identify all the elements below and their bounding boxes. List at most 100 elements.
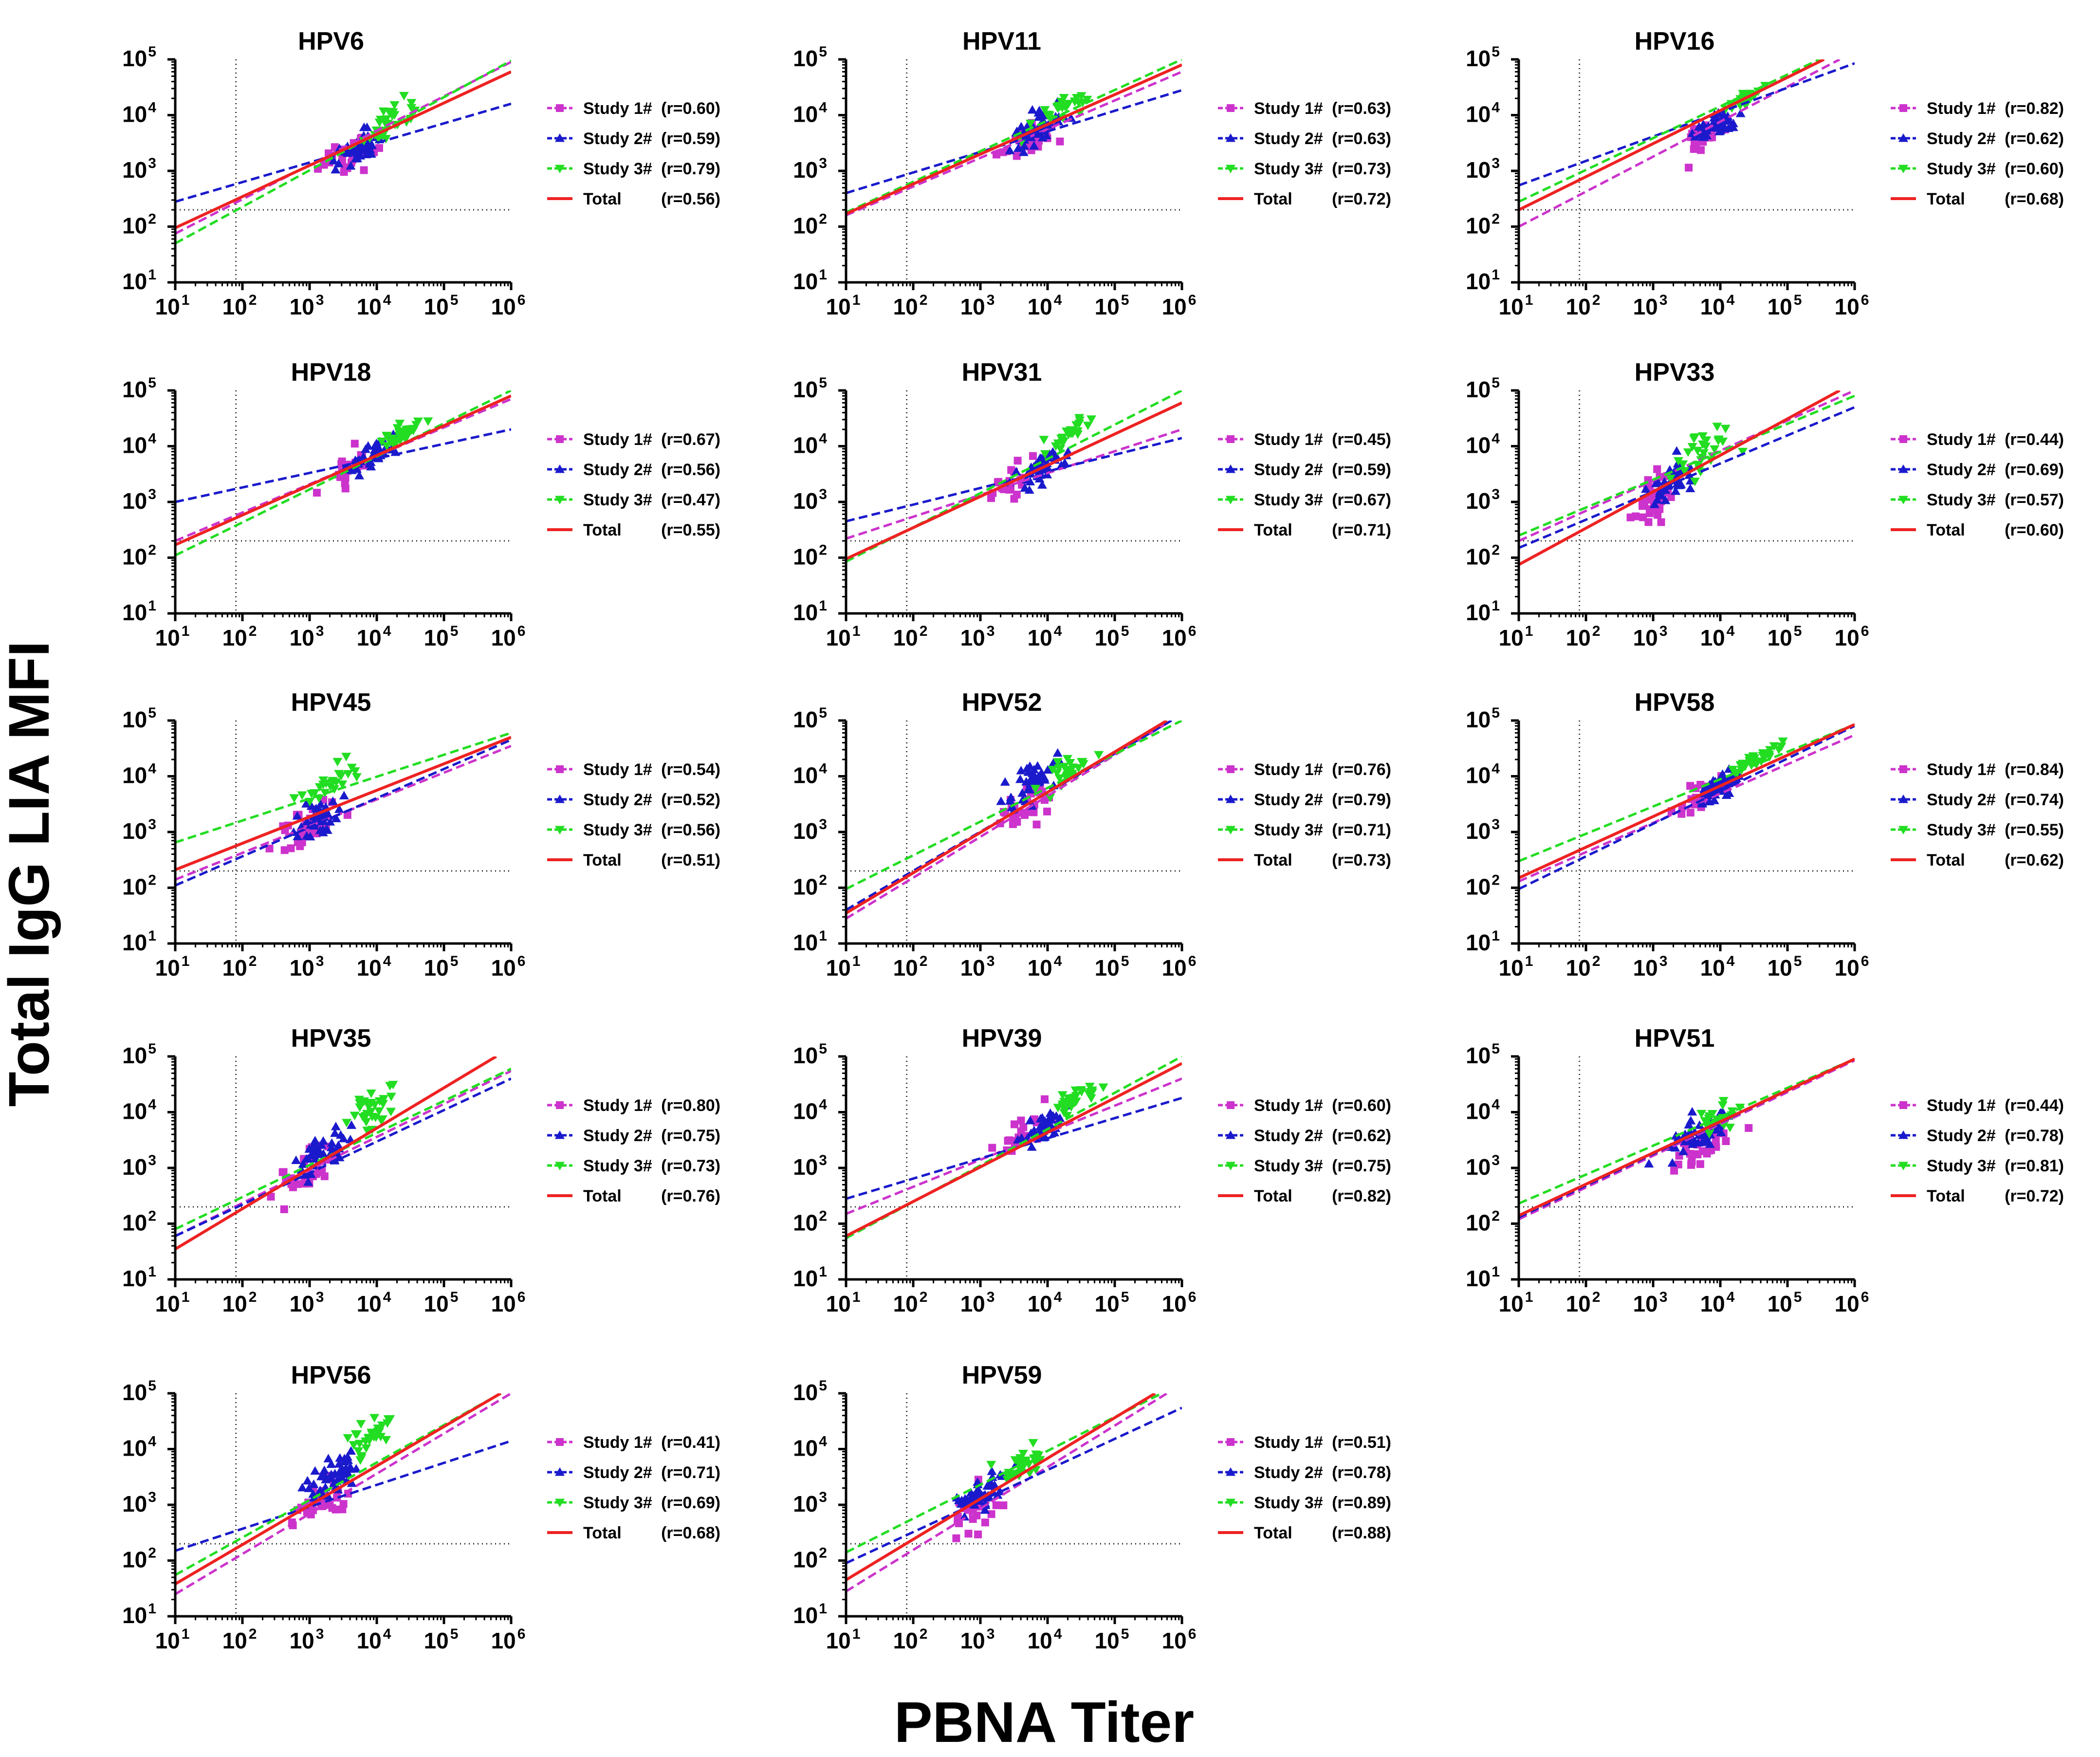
legend-swatch-marker xyxy=(556,765,564,773)
data-point-study-2 xyxy=(1686,1116,1696,1125)
legend-r-value: (r=0.62) xyxy=(1332,1127,1391,1145)
data-point-study-1 xyxy=(1722,1137,1730,1146)
legend-swatch-marker xyxy=(1898,826,1908,834)
legend-label: Study 2# xyxy=(1254,129,1323,148)
data-point-study-2 xyxy=(1043,765,1053,774)
legend-label: Study 1# xyxy=(583,99,652,118)
data-point-study-3 xyxy=(1040,106,1050,115)
data-point-study-2 xyxy=(321,1475,331,1483)
data-point-study-3 xyxy=(400,432,410,442)
plot-area xyxy=(1519,59,1855,282)
y-tick-label: 102 xyxy=(122,1545,156,1572)
y-tick-label: 101 xyxy=(122,1264,156,1291)
legend-label: Study 2# xyxy=(1254,1463,1323,1482)
fit-line-total xyxy=(846,721,1168,915)
data-point-study-1 xyxy=(1043,807,1051,815)
plot-area xyxy=(175,390,511,613)
chart-hpv6: HPV6 10 1 10 2 10 3 10 4 10 5 10 6 101 102 103 104 105 Stu… xyxy=(122,27,720,319)
legend-label: Study 1# xyxy=(583,1433,652,1452)
legend-swatch-marker xyxy=(556,104,564,112)
legend-entry-study-1: Study 1# (r=0.82) xyxy=(1891,99,2064,118)
y-tick-label: 105 xyxy=(122,1378,156,1405)
fit-line-total xyxy=(846,1062,1182,1238)
data-point-study-3 xyxy=(1059,762,1069,772)
data-point-study-2 xyxy=(308,1150,318,1159)
data-point-study-3 xyxy=(361,1444,371,1453)
data-point-study-2 xyxy=(315,799,326,808)
legend-r-value: (r=0.51) xyxy=(661,851,720,869)
chart-hpv59: HPV59 10 1 10 2 10 3 10 4 10 5 10 6 101 102 103 104 105 St… xyxy=(793,1361,1391,1653)
fit-line-study-1 xyxy=(175,61,511,235)
data-point-study-3 xyxy=(1075,416,1085,425)
x-tick-label: 10 3 xyxy=(1633,292,1668,319)
data-point-study-2 xyxy=(303,1177,313,1186)
data-point-study-1 xyxy=(296,842,304,851)
chart-title: HPV31 xyxy=(962,358,1042,387)
legend-entry-study-1: Study 1# (r=0.60) xyxy=(547,99,720,118)
legend-entry-study-3: Study 3# (r=0.73) xyxy=(547,1157,720,1175)
legend: Study 1# (r=0.41) Study 2# (r=0.71) Study 3#… xyxy=(547,1433,720,1542)
legend-r-value: (r=0.76) xyxy=(661,1187,720,1205)
data-point-study-3 xyxy=(371,1433,381,1442)
x-tick-label: 10 6 xyxy=(491,623,526,650)
legend-entry-study-1: Study 1# (r=0.80) xyxy=(547,1096,720,1115)
data-point-study-2 xyxy=(350,154,361,163)
data-point-study-2 xyxy=(334,804,344,813)
data-point-study-2 xyxy=(346,161,356,170)
data-point-study-3 xyxy=(1678,460,1688,469)
fit-line-study-3 xyxy=(1519,394,1855,537)
legend-entry-study-2: Study 2# (r=0.62) xyxy=(1218,1127,1391,1145)
data-point-study-3 xyxy=(1010,1456,1020,1465)
x-tick-label: 10 3 xyxy=(290,623,324,650)
data-point-study-2 xyxy=(1644,1159,1654,1168)
fit-line-total xyxy=(1519,1057,1855,1217)
data-point-study-3 xyxy=(378,107,388,116)
legend: Study 1# (r=0.44) Study 2# (r=0.69) Study 3#… xyxy=(1891,430,2064,539)
x-tick-label: 10 3 xyxy=(960,953,995,980)
x-tick-label: 10 6 xyxy=(1162,1626,1197,1653)
legend-label: Study 3# xyxy=(1254,160,1323,178)
legend-swatch-marker xyxy=(1226,1130,1235,1139)
data-point-study-3 xyxy=(379,1095,389,1104)
legend-label: Study 2# xyxy=(1927,461,1996,479)
legend-label: Study 1# xyxy=(1254,760,1323,779)
legend-label: Total xyxy=(1927,521,1965,539)
data-point-study-2 xyxy=(1033,112,1044,121)
x-tick-label: 10 4 xyxy=(1700,292,1735,319)
data-point-study-2 xyxy=(1025,477,1035,486)
y-tick-label: 101 xyxy=(1466,267,1500,294)
data-point-study-1 xyxy=(1056,137,1064,146)
legend-r-value: (r=0.55) xyxy=(2005,821,2064,839)
y-tick-label: 102 xyxy=(122,872,156,900)
data-point-study-3 xyxy=(1756,758,1767,766)
x-tick-label: 10 1 xyxy=(826,1289,861,1316)
y-tick-label: 101 xyxy=(1466,598,1500,625)
legend-swatch-marker xyxy=(1898,795,1908,803)
data-point-study-2 xyxy=(1673,481,1683,489)
legend-label: Total xyxy=(1254,521,1292,539)
data-point-study-2 xyxy=(1018,147,1029,156)
legend-entry-study-3: Study 3# (r=0.79) xyxy=(547,160,720,178)
data-point-study-2 xyxy=(1048,1111,1058,1120)
data-point-study-2 xyxy=(1015,774,1025,783)
data-point-study-3 xyxy=(350,767,360,776)
data-point-study-3 xyxy=(399,92,409,101)
data-point-study-3 xyxy=(386,438,396,447)
data-point-study-3 xyxy=(1087,415,1097,424)
legend-label: Study 2# xyxy=(1927,791,1996,809)
x-tick-label: 10 5 xyxy=(1768,1289,1802,1316)
x-tick-label: 10 3 xyxy=(960,1626,995,1653)
legend-label: Study 2# xyxy=(583,129,652,148)
legend-r-value: (r=0.71) xyxy=(1332,521,1391,539)
data-point-study-2 xyxy=(316,1471,326,1480)
data-point-study-3 xyxy=(1040,450,1050,459)
x-tick-label: 10 2 xyxy=(893,953,928,980)
legend-entry-study-3: Study 3# (r=0.71) xyxy=(1218,821,1391,839)
y-tick-label: 102 xyxy=(793,1208,827,1236)
legend-r-value: (r=0.57) xyxy=(2005,491,2064,509)
legend-entry-total: Total (r=0.72) xyxy=(1218,190,1391,208)
data-point-study-2 xyxy=(1685,483,1695,493)
data-point-study-2 xyxy=(1052,748,1063,757)
data-point-study-2 xyxy=(330,1469,340,1478)
data-point-study-3 xyxy=(1071,1091,1081,1101)
